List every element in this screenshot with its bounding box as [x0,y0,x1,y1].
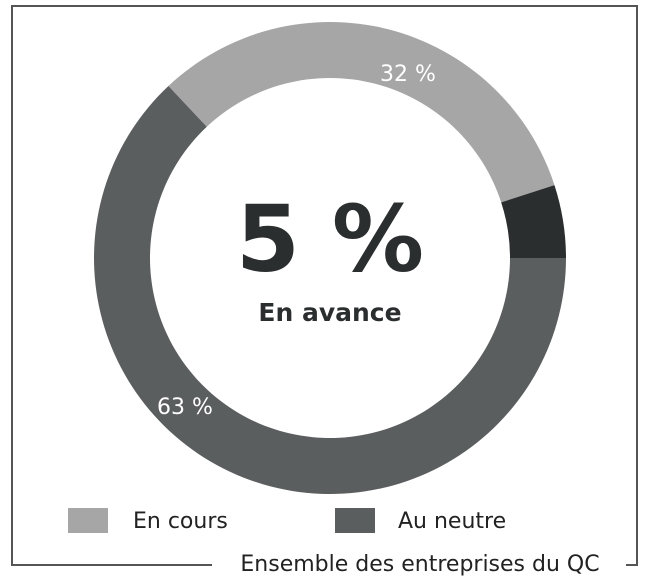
data-label: 32 % [380,62,436,87]
center-value: 5 % [236,185,424,292]
legend-swatch [335,508,375,533]
legend-label: En cours [133,509,228,534]
frame [11,5,638,566]
data-label: 63 % [157,395,213,420]
donut-segment [94,85,567,494]
caption: Ensemble des entreprises du QC [240,552,599,577]
legend-label: Au neutre [398,509,506,534]
center-label: En avance [258,298,401,327]
donut-segment [168,21,555,203]
donut-segment [501,185,566,258]
legend-swatch [68,508,108,533]
